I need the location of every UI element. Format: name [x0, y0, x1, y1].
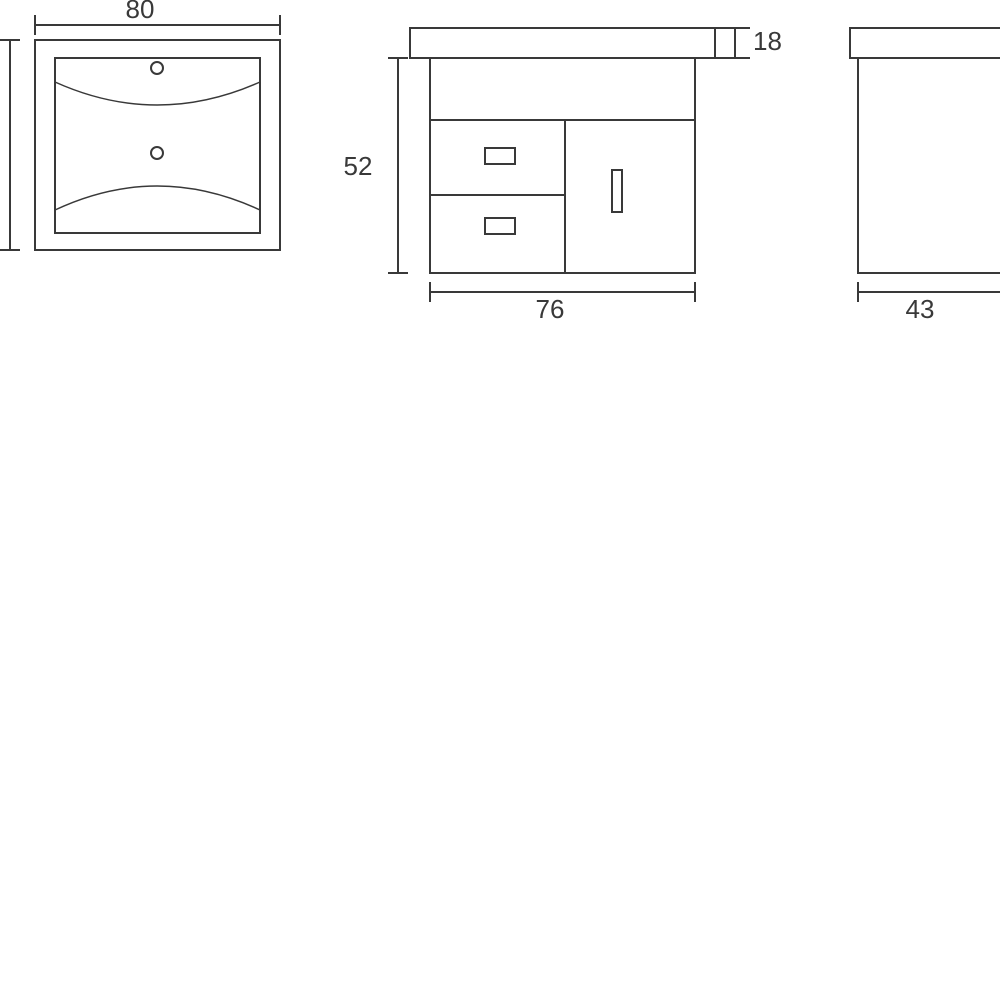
dim-front-height-label: 52 [344, 151, 373, 181]
side-body [858, 58, 1000, 273]
dim-top-width: 80 [35, 0, 280, 35]
top-view: 80 [0, 0, 280, 250]
drawer-handle-1 [485, 148, 515, 164]
dim-side-width: 43 [858, 282, 1000, 324]
countertop [410, 28, 715, 58]
dim-front-height: 52 [344, 58, 408, 273]
side-countertop [850, 28, 1000, 58]
door-handle [612, 170, 622, 212]
dim-counter-thickness-label: 18 [753, 26, 782, 56]
drain-hole-icon [151, 147, 163, 159]
dim-front-width-label: 76 [536, 294, 565, 324]
tap-hole-icon [151, 62, 163, 74]
dim-counter-thickness: 18 [715, 26, 782, 58]
dim-front-width: 76 [430, 282, 695, 324]
drawer-handle-2 [485, 218, 515, 234]
side-view: 43 [850, 28, 1000, 324]
basin-inner [55, 58, 260, 233]
dim-side-width-label: 43 [906, 294, 935, 324]
basin-outer [35, 40, 280, 250]
cabinet-body [430, 58, 695, 273]
front-view: 52 76 18 [344, 26, 782, 324]
technical-drawing: 80 [0, 0, 1000, 1000]
bowl-curve-top [55, 82, 260, 105]
bowl-curve-bottom [55, 186, 260, 210]
dim-top-width-label: 80 [126, 0, 155, 24]
dim-top-height [0, 40, 20, 250]
